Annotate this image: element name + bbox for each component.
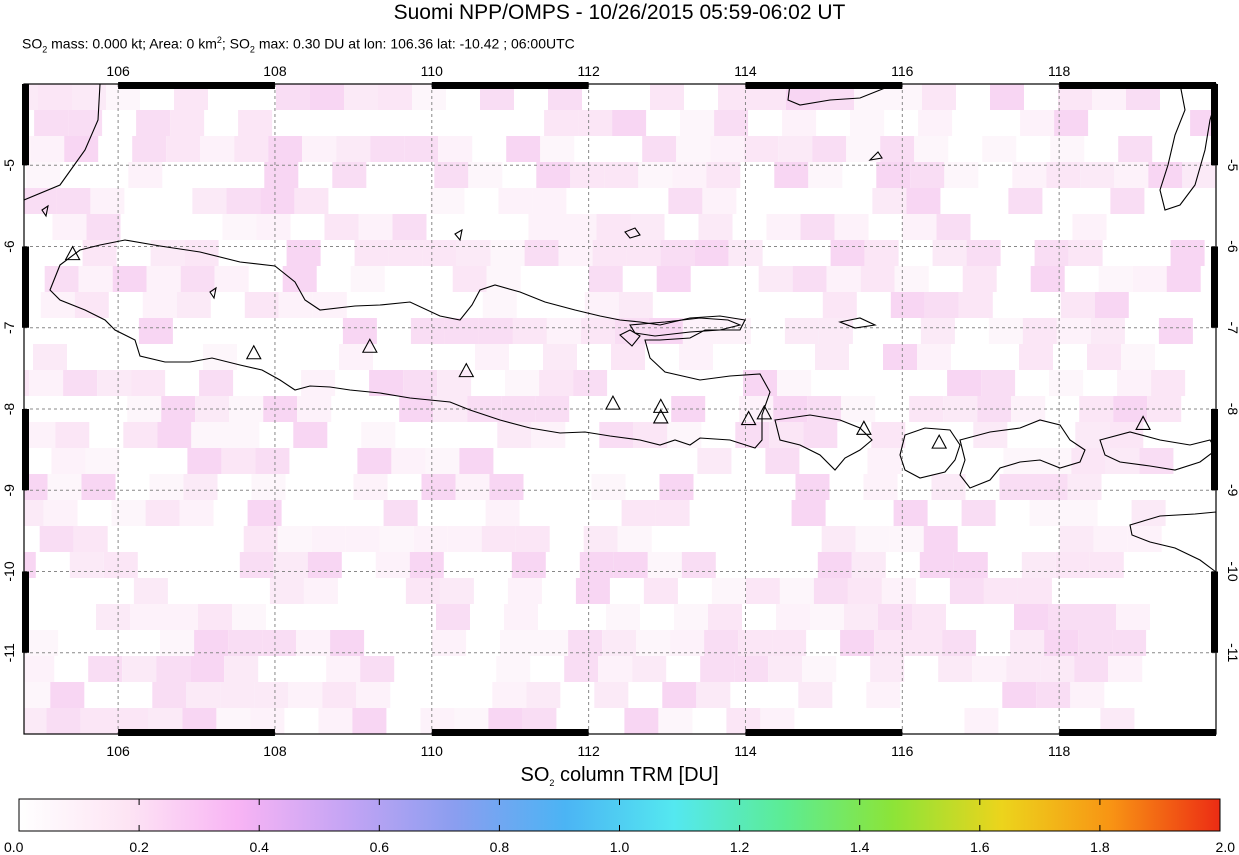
lon-tick-bottom: 108 <box>263 743 287 759</box>
lat-tick-right: -5 <box>1225 159 1239 172</box>
volcano-marker <box>458 362 475 378</box>
lat-tick-left: -6 <box>1 240 17 253</box>
colorbar-tick-label: 1.2 <box>730 839 750 855</box>
lat-tick-left: -9 <box>1 484 17 497</box>
colorbar-title: SO2 column TRM [DU] <box>520 764 719 788</box>
lat-tick-right: -11 <box>1225 643 1239 662</box>
colorbar-tick-label: 1.6 <box>970 839 990 855</box>
lon-tick-bottom: 114 <box>734 743 757 759</box>
colorbar-tick-label: 1.0 <box>610 839 630 855</box>
volcano-marker <box>245 344 262 360</box>
volcano-marker <box>931 433 948 449</box>
lat-tick-left: -7 <box>1 321 17 334</box>
colorbar-tick-label: 0.6 <box>370 839 390 855</box>
volcano-marker <box>652 408 669 424</box>
colorbar-tick-label: 1.8 <box>1090 839 1110 855</box>
volcano-marker <box>361 338 378 353</box>
lat-tick-right: -8 <box>1225 403 1239 416</box>
lat-tick-right: -9 <box>1225 484 1239 497</box>
frame-ticks <box>22 82 1218 736</box>
lon-tick-top: 110 <box>421 63 444 79</box>
coastlines <box>24 84 1216 573</box>
colorbar-tick-label: 0.0 <box>4 839 24 855</box>
lon-tick-bottom: 112 <box>577 743 600 759</box>
lat-tick-right: -7 <box>1225 322 1239 335</box>
volcano-marker <box>652 398 669 413</box>
lon-tick-bottom: 106 <box>106 743 130 759</box>
lat-tick-right: -6 <box>1225 240 1239 253</box>
graticule <box>24 84 1216 734</box>
colorbar-tick-label: 0.4 <box>249 839 269 855</box>
map-subtitle: SO2 mass: 0.000 kt; Area: 0 km2; SO2 max… <box>22 35 575 55</box>
lon-tick-bottom: 118 <box>1048 743 1071 759</box>
lon-tick-top: 106 <box>106 63 130 79</box>
volcano-marker <box>1135 415 1151 430</box>
colorbar-tick-label: 1.4 <box>850 839 870 855</box>
lon-tick-top: 116 <box>891 63 914 79</box>
lon-tick-bottom: 116 <box>891 743 914 759</box>
lon-tick-top: 112 <box>577 63 600 79</box>
volcano-markers <box>64 245 1151 449</box>
lat-tick-left: -10 <box>1 561 17 581</box>
colorbar-ticks: 0.0 0.2 0.4 0.6 0.8 1.0 1.2 1.4 1.6 1.8 2.0 <box>4 799 1235 855</box>
volcano-marker <box>855 420 872 435</box>
volcano-marker <box>605 394 621 410</box>
colorbar-tick-label: 2.0 <box>1216 839 1236 855</box>
volcano-marker <box>64 245 81 261</box>
volcano-marker <box>740 410 757 426</box>
lat-tick-left: -11 <box>1 643 17 662</box>
lat-tick-right: -10 <box>1225 561 1239 581</box>
lon-tick-top: 108 <box>263 63 287 79</box>
colorbar-tick-label: 0.2 <box>129 839 149 855</box>
volcano-marker <box>756 404 773 420</box>
lon-tick-bottom: 110 <box>421 743 444 759</box>
colorbar-tick-label: 0.8 <box>490 839 510 855</box>
map-title: Suomi NPP/OMPS - 10/26/2015 05:59-06:02 … <box>393 1 846 24</box>
lat-tick-left: -8 <box>1 403 17 416</box>
lon-tick-top: 118 <box>1048 63 1071 79</box>
lon-tick-top: 114 <box>734 63 757 79</box>
lat-tick-left: -5 <box>1 159 17 172</box>
axis-labels: 106 106 108 108 110 110 112 112 114 114 116 116 118 1… <box>1 63 1239 759</box>
